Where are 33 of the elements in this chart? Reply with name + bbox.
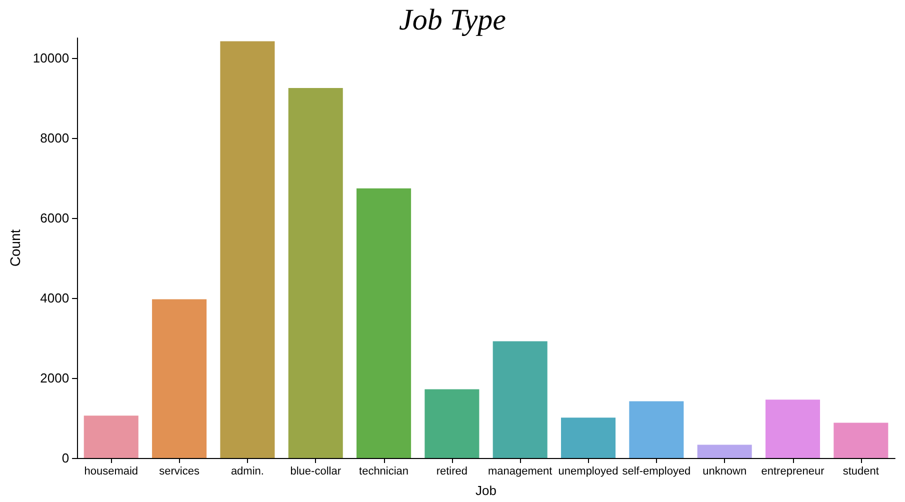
chart-title: Job Type (399, 4, 506, 36)
y-tick-label: 4000 (40, 290, 70, 306)
bar (84, 416, 138, 458)
x-tick-label: unknown (702, 466, 747, 478)
y-tick-label: 8000 (40, 130, 70, 146)
x-tick-label: entrepreneur (761, 466, 825, 478)
bar (629, 401, 684, 458)
bar (765, 400, 820, 458)
x-tick-label: management (488, 466, 552, 478)
bar (561, 418, 616, 458)
bar (288, 88, 343, 458)
y-tick-label: 0 (62, 450, 70, 466)
x-axis-title: Job (476, 483, 497, 498)
bar (356, 188, 412, 458)
x-tick-label: housemaid (84, 466, 138, 478)
x-tick-label: technician (359, 466, 409, 478)
bar (697, 444, 752, 458)
bar (424, 389, 480, 458)
bar (834, 422, 888, 458)
bar (492, 341, 548, 458)
y-tick-label: 10000 (32, 50, 70, 66)
x-tick-label: admin. (230, 466, 264, 478)
x-tick-label: retired (436, 466, 468, 478)
y-axis-title: Count (7, 229, 23, 267)
bar (152, 299, 207, 458)
bar (220, 41, 275, 458)
y-tick-label: 6000 (40, 210, 70, 226)
y-tick-label: 2000 (40, 370, 70, 386)
x-tick-label: blue-collar (290, 466, 342, 478)
x-tick-label: services (159, 466, 200, 478)
x-tick-label: self-employed (622, 466, 691, 478)
x-tick-label: student (842, 466, 879, 478)
x-tick-label: unemployed (558, 466, 618, 478)
